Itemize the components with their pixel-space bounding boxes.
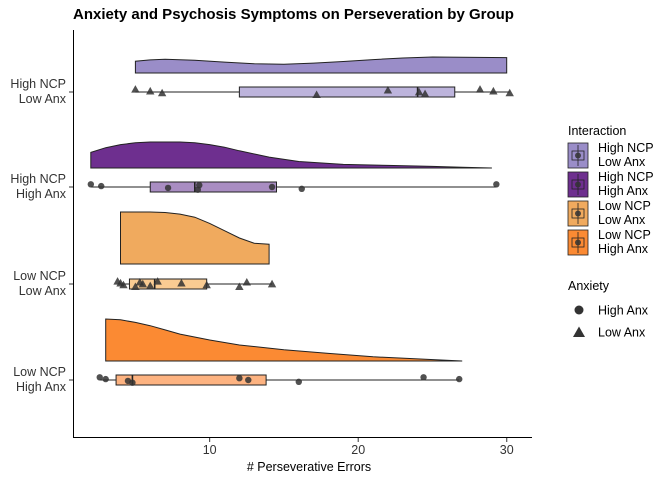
legend-label-line: Low Anx	[598, 155, 646, 169]
y-tick-label-line: Low Anx	[19, 284, 67, 298]
legend-point-glyph	[575, 210, 581, 217]
legend-label-interaction-0: High NCP Low Anx	[598, 141, 654, 169]
point-low_ncp_low_anx-8	[177, 278, 186, 287]
point-high_ncp_low_anx-2	[157, 88, 167, 97]
point-high_ncp_high_anx-7	[493, 181, 500, 188]
x-tick-label: 30	[500, 443, 514, 457]
point-low_ncp_low_anx-7	[153, 277, 162, 285]
circle-icon	[574, 305, 584, 315]
point-low_ncp_low_anx-11	[242, 278, 251, 286]
legend-label-line: Low Anx	[598, 213, 646, 227]
point-low_ncp_high_anx-8	[456, 375, 463, 383]
cloud-high_ncp_low_anx	[134, 56, 508, 74]
point-low_ncp_high_anx-0	[96, 374, 103, 381]
point-high_ncp_high_anx-2	[164, 184, 172, 192]
box-high_ncp_low_anx	[238, 86, 456, 98]
y-tick-label-line: Low Anx	[19, 92, 67, 106]
y-tick-label-line: Low NCP	[13, 365, 66, 379]
point-high_ncp_low_anx-9	[505, 88, 514, 97]
cloud-low_ncp_low_anx	[120, 211, 270, 265]
legend-point-glyph	[575, 239, 581, 246]
cloud-high_ncp_high_anx	[90, 141, 492, 169]
chart-title: Anxiety and Psychosis Symptoms on Persev…	[73, 6, 514, 23]
point-low_ncp_high_anx-3	[129, 379, 136, 386]
legend-label-line: High Anx	[598, 242, 649, 256]
group-low_ncp_low_anx	[113, 211, 277, 291]
y-tick-label-high_ncp_high_anx: High NCP High Anx	[10, 172, 66, 201]
legend-title-interaction: Interaction	[568, 124, 626, 138]
point-high_ncp_high_anx-5	[268, 183, 276, 191]
y-tick-label-line: High NCP	[10, 77, 66, 91]
point-high_ncp_low_anx-3	[312, 90, 321, 99]
point-high_ncp_low_anx-1	[146, 86, 155, 95]
y-tick-label-high_ncp_low_anx: High NCP Low Anx	[10, 77, 66, 106]
triangle-icon	[573, 326, 585, 337]
legend-key-interaction-1: High NCP High Anx	[567, 170, 654, 198]
legend-label-interaction-1: High NCP High Anx	[598, 170, 654, 198]
point-high_ncp_low_anx-8	[489, 86, 498, 95]
group-high_ncp_high_anx	[87, 141, 500, 193]
y-tick-label-line: High Anx	[16, 187, 67, 201]
legend-key-anxiety-1: Low Anx	[573, 326, 646, 340]
legend-label-interaction-2: Low NCP Low Anx	[598, 199, 651, 227]
x-axis-title: # Perseverative Errors	[247, 460, 371, 474]
group-high_ncp_low_anx	[131, 56, 514, 99]
y-tick-label-line: High Anx	[16, 380, 67, 394]
point-high_ncp_high_anx-6	[298, 185, 305, 192]
point-low_ncp_high_anx-5	[245, 376, 252, 384]
x-axis-ticks: 10 20 30	[203, 438, 514, 457]
plot-area	[87, 56, 514, 386]
legend-key-interaction-0: High NCP Low Anx	[567, 141, 654, 169]
y-tick-label-line: Low NCP	[13, 269, 66, 283]
y-tick-label-low_ncp_low_anx: Low NCP Low Anx	[13, 269, 67, 298]
point-low_ncp_high_anx-6	[295, 378, 302, 385]
group-low_ncp_high_anx	[96, 318, 463, 386]
legend-label-line: Low NCP	[598, 228, 651, 242]
legend-key-interaction-2: Low NCP Low Anx	[567, 199, 651, 227]
point-low_ncp_high_anx-4	[236, 375, 243, 382]
legend-key-interaction-3: Low NCP High Anx	[567, 228, 651, 256]
y-tick-label-low_ncp_high_anx: Low NCP High Anx	[13, 365, 67, 394]
legend-label-line: High NCP	[598, 170, 654, 184]
legend-title-anxiety: Anxiety	[568, 279, 610, 293]
legend-label-line: High NCP	[598, 141, 654, 155]
point-high_ncp_high_anx-0	[87, 181, 95, 188]
legend-label-line: High Anx	[598, 184, 649, 198]
legend-label-anxiety-0: High Anx	[598, 304, 649, 318]
point-high_ncp_low_anx-7	[475, 85, 485, 93]
x-tick-label: 10	[203, 443, 217, 457]
legend-key-anxiety-0: High Anx	[574, 304, 649, 318]
point-low_ncp_low_anx-2	[119, 280, 128, 289]
point-high_ncp_high_anx-1	[98, 182, 105, 190]
cloud-low_ncp_high_anx	[105, 318, 463, 362]
point-low_ncp_high_anx-1	[102, 375, 109, 383]
y-tick-label-line: High NCP	[10, 172, 66, 186]
point-high_ncp_low_anx-5	[414, 87, 424, 96]
x-tick-label: 20	[351, 443, 365, 457]
legend-label-line: Low NCP	[598, 199, 651, 213]
box-low_ncp_high_anx	[115, 374, 267, 386]
point-high_ncp_low_anx-6	[420, 89, 430, 98]
point-low_ncp_low_anx-3	[131, 282, 140, 291]
point-high_ncp_low_anx-0	[131, 85, 140, 93]
point-high_ncp_low_anx-4	[383, 86, 393, 94]
box-high_ncp_high_anx	[149, 181, 278, 193]
legend-label-interaction-3: Low NCP High Anx	[598, 228, 651, 256]
point-low_ncp_low_anx-10	[235, 282, 244, 291]
legend-label-anxiety-1: Low Anx	[598, 326, 646, 340]
point-low_ncp_high_anx-7	[420, 374, 427, 381]
point-low_ncp_low_anx-9	[202, 280, 211, 289]
point-low_ncp_low_anx-12	[267, 279, 277, 288]
point-low_ncp_low_anx-5	[138, 279, 148, 288]
legend-point-glyph	[575, 181, 581, 188]
legend-point-glyph	[575, 152, 581, 159]
point-low_ncp_low_anx-6	[146, 281, 155, 290]
point-high_ncp_high_anx-4	[196, 182, 203, 189]
